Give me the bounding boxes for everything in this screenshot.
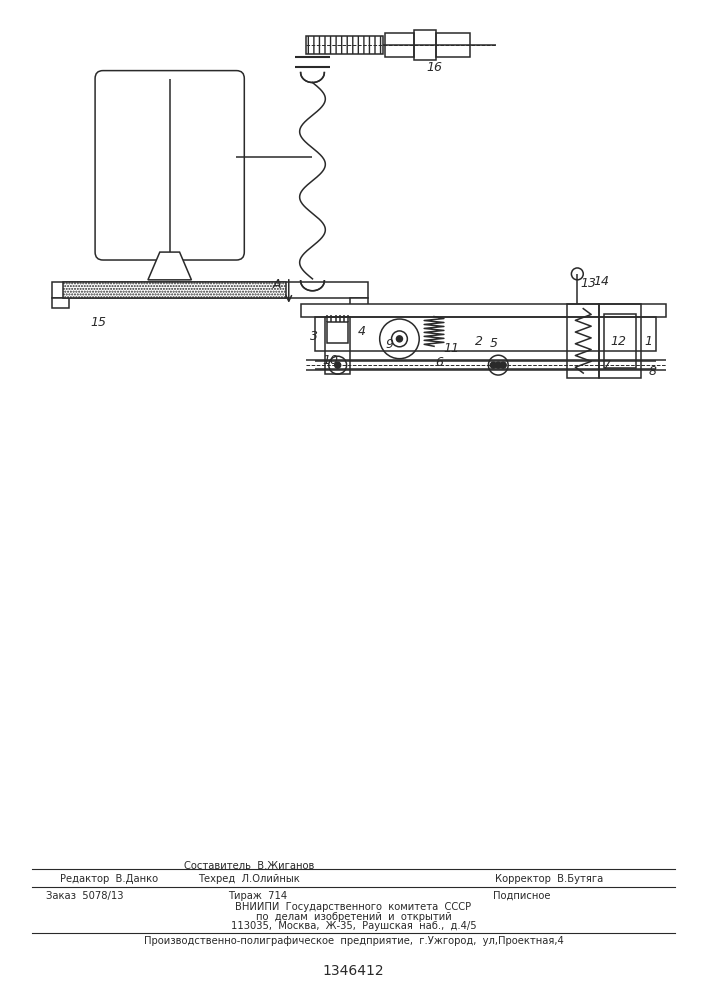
Text: 14: 14: [593, 275, 609, 288]
Text: по  делам  изобретений  и  открытий: по делам изобретений и открытий: [256, 912, 451, 922]
Bar: [414, 30, 436, 60]
Text: ВНИИПИ  Государственного  комитета  СССР: ВНИИПИ Государственного комитета СССР: [235, 902, 472, 912]
Circle shape: [491, 362, 496, 368]
Text: 9: 9: [385, 338, 394, 351]
Text: Составитель  В.Жиганов: Составитель В.Жиганов: [184, 861, 314, 871]
Bar: [568, 304, 599, 378]
Text: 5: 5: [489, 337, 497, 350]
Text: Тираж  714: Тираж 714: [228, 891, 287, 901]
Text: Редактор  В.Данко: Редактор В.Данко: [60, 874, 158, 884]
Text: 12: 12: [611, 335, 627, 348]
Bar: [52, 298, 69, 308]
Text: Техред  Л.Олийнык: Техред Л.Олийнык: [198, 874, 300, 884]
Text: Подписное: Подписное: [493, 891, 551, 901]
Bar: [64, 282, 286, 298]
Text: 2: 2: [474, 335, 482, 348]
Polygon shape: [148, 252, 192, 280]
Text: Корректор  В.Бутяга: Корректор В.Бутяга: [495, 874, 603, 884]
Bar: [305, 36, 382, 54]
Text: А: А: [273, 278, 281, 291]
Bar: [436, 33, 469, 57]
Bar: [385, 33, 414, 57]
Text: 4: 4: [358, 325, 366, 338]
Text: 7: 7: [603, 359, 611, 372]
Text: Производственно-полиграфическое  предприятие,  г.Ужгород,  ул,Проектная,4: Производственно-полиграфическое предприя…: [144, 936, 563, 946]
Text: 16: 16: [426, 61, 442, 74]
Circle shape: [334, 362, 341, 368]
Bar: [599, 304, 641, 378]
Text: Заказ  5078/13: Заказ 5078/13: [46, 891, 124, 901]
Text: 13: 13: [580, 277, 596, 290]
Text: 11: 11: [444, 342, 460, 355]
Bar: [300, 304, 666, 317]
Bar: [327, 322, 348, 343]
Text: 8: 8: [648, 365, 656, 378]
Bar: [315, 317, 656, 351]
Text: 113035,  Москва,  Ж-35,  Раушская  наб.,  д.4/5: 113035, Москва, Ж-35, Раушская наб., д.4…: [230, 921, 477, 931]
Text: 1346412: 1346412: [322, 964, 385, 978]
Text: 15: 15: [90, 316, 106, 329]
Bar: [350, 298, 368, 308]
Text: 1: 1: [645, 335, 653, 348]
Circle shape: [501, 362, 506, 368]
Circle shape: [397, 336, 402, 342]
Text: 10: 10: [322, 354, 338, 367]
Bar: [52, 282, 368, 298]
Text: 6: 6: [435, 356, 443, 369]
Circle shape: [496, 362, 501, 368]
Bar: [604, 314, 636, 368]
Text: 3: 3: [310, 330, 317, 343]
Bar: [325, 317, 350, 374]
